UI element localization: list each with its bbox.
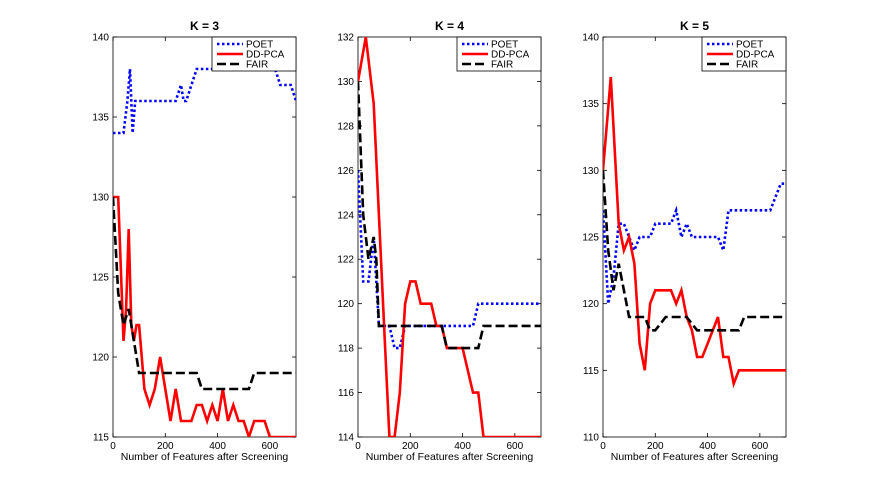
series-line-fair	[358, 81, 541, 350]
subplot-3: 0 200 400 600 110 115 120 125 130 135 140 K = 5 Numb…	[582, 19, 787, 463]
y-tick-label: 140	[582, 33, 599, 44]
y-tick-label: 124	[337, 210, 354, 221]
x-tick-label: 400	[209, 441, 226, 452]
subplot-2: 0 200 400 600 114 116 118 120 122 124 126 128 130 132…	[337, 19, 542, 463]
legend-label: FAIR	[246, 60, 268, 71]
y-tick-label: 135	[582, 99, 599, 110]
y-tick-label: 122	[337, 255, 354, 266]
y-tick-label: 130	[337, 77, 354, 88]
y-tick-label: 125	[582, 233, 599, 244]
y-tick-label: 132	[337, 33, 354, 44]
y-tick-label: 110	[583, 433, 599, 444]
axes-box	[357, 36, 542, 438]
legend-label: POET	[491, 40, 518, 51]
series-line-fair	[113, 196, 296, 391]
series-line-dd-pca	[358, 37, 541, 437]
x-axis-label: Number of Features after Screening	[611, 451, 779, 463]
y-tick-label: 130	[92, 193, 109, 204]
chart-title: K = 5	[680, 19, 709, 33]
x-tick-label: 400	[699, 441, 716, 452]
legend-label: DD-PCA	[736, 50, 775, 61]
y-tick-label: 130	[582, 166, 599, 177]
x-tick-label: 0	[110, 441, 116, 452]
y-tick-label: 120	[337, 299, 354, 310]
y-tick-label: 114	[338, 433, 354, 444]
x-tick-label: 400	[454, 441, 471, 452]
legend-label: DD-PCA	[246, 50, 285, 61]
x-tick-label: 200	[402, 441, 419, 452]
y-tick-label: 115	[583, 366, 599, 377]
y-tick-label: 116	[338, 388, 354, 399]
x-tick-label: 200	[157, 441, 174, 452]
x-tick-label: 600	[262, 441, 279, 452]
y-tick-label: 125	[92, 273, 109, 284]
x-tick-label: 600	[752, 441, 769, 452]
y-tick-label: 118	[338, 344, 354, 355]
y-tick-label: 135	[92, 113, 109, 124]
legend-label: FAIR	[736, 60, 758, 71]
y-tick-label: 128	[337, 121, 354, 132]
series-line-dd-pca	[113, 195, 296, 437]
chart-title: K = 4	[435, 19, 464, 33]
axes-box	[112, 36, 297, 438]
legend-label: FAIR	[491, 60, 513, 71]
legend-label: DD-PCA	[491, 50, 530, 61]
x-axis-label: Number of Features after Screening	[366, 451, 534, 463]
series-line-poet	[113, 67, 296, 135]
x-tick-label: 0	[355, 441, 361, 452]
legend-label: POET	[736, 40, 763, 51]
series-line-fair	[603, 170, 786, 332]
x-tick-label: 0	[600, 441, 606, 452]
x-tick-label: 600	[507, 441, 524, 452]
series-line-poet	[358, 170, 541, 350]
chart-title: K = 3	[190, 19, 219, 33]
subplot-1: 0 200 400 600 115 120 125 130 135 140 K = 3 Number …	[92, 19, 297, 463]
y-tick-label: 126	[337, 166, 354, 177]
y-tick-label: 140	[92, 33, 109, 44]
y-tick-label: 115	[93, 433, 109, 444]
y-tick-label: 120	[582, 299, 599, 310]
x-tick-label: 200	[647, 441, 664, 452]
y-tick-label: 120	[92, 353, 109, 364]
legend-label: POET	[246, 40, 273, 51]
series-line-dd-pca	[603, 76, 786, 389]
x-axis-label: Number of Features after Screening	[121, 451, 289, 463]
series-line-poet	[603, 182, 786, 304]
